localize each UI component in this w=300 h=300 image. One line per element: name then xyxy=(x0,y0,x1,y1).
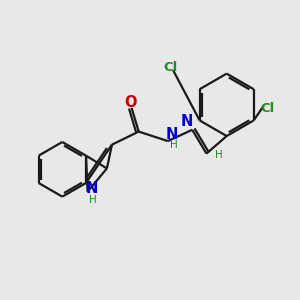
Text: N: N xyxy=(181,114,193,129)
Text: O: O xyxy=(124,95,136,110)
Text: N: N xyxy=(86,181,98,196)
Text: Cl: Cl xyxy=(260,103,274,116)
Text: Cl: Cl xyxy=(163,61,177,74)
Text: H: H xyxy=(215,150,223,160)
Text: H: H xyxy=(89,195,97,205)
Text: N: N xyxy=(165,127,178,142)
Text: H: H xyxy=(170,140,178,150)
